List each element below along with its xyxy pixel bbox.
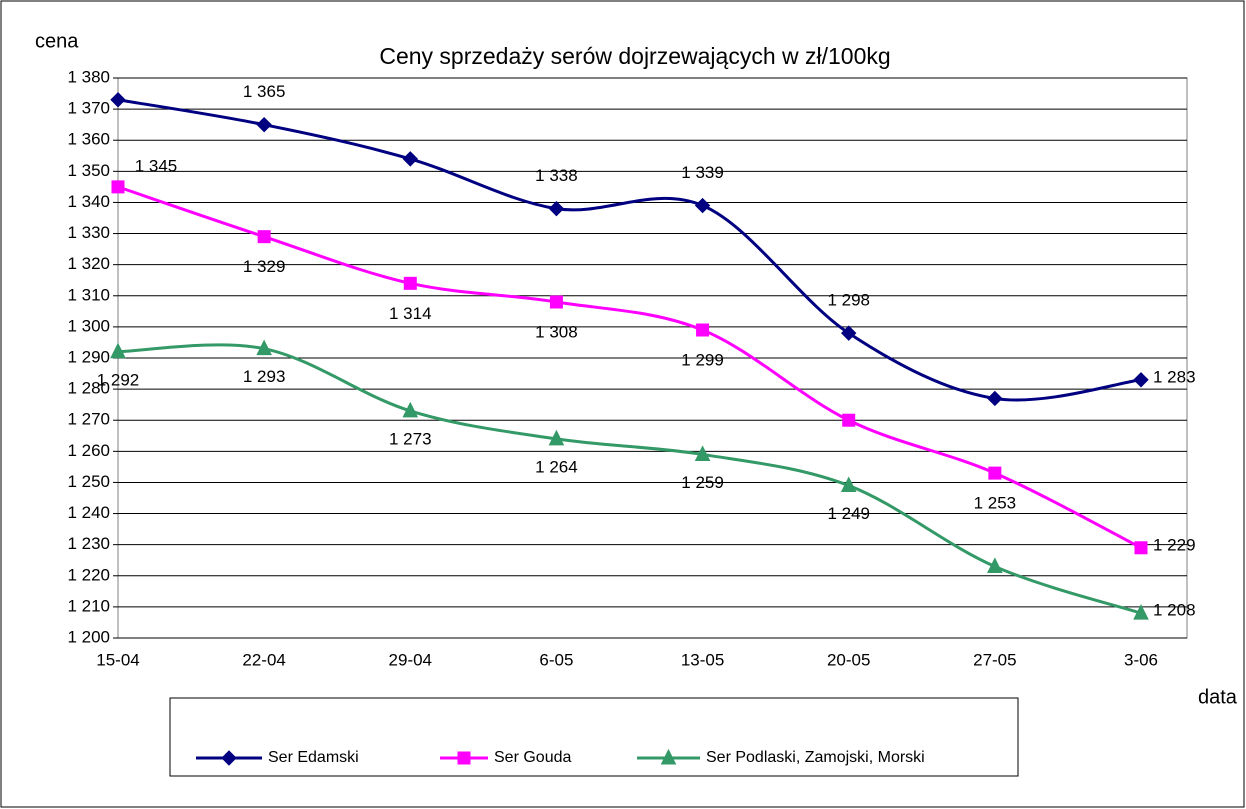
data-point — [257, 230, 271, 244]
data-label: 1 298 — [827, 291, 870, 310]
data-label: 1 249 — [827, 504, 870, 523]
x-tick-label: 13-05 — [681, 650, 724, 669]
x-tick-label: 6-05 — [539, 650, 573, 669]
data-point — [1133, 603, 1149, 620]
x-tick-label: 3-06 — [1124, 650, 1158, 669]
y-tick-label: 1 270 — [67, 410, 110, 429]
data-label: 1 273 — [389, 429, 432, 448]
data-point — [110, 342, 126, 359]
data-point — [1134, 541, 1148, 555]
legend-marker — [457, 751, 471, 765]
data-point — [111, 180, 125, 194]
y-tick-label: 1 360 — [67, 130, 110, 149]
data-label: 1 253 — [974, 494, 1017, 513]
data-label: 1 293 — [243, 367, 286, 386]
data-point — [403, 276, 417, 290]
data-point — [694, 197, 711, 214]
data-label: 1 314 — [389, 304, 432, 323]
legend-label: Ser Edamski — [268, 749, 359, 766]
chart-title: Ceny sprzedaży serów dojrzewających w zł… — [379, 43, 890, 69]
data-label: 1 365 — [243, 82, 286, 101]
y-tick-label: 1 350 — [67, 161, 110, 180]
y-tick-label: 1 340 — [67, 192, 110, 211]
y-tick-label: 1 200 — [67, 627, 110, 646]
data-point — [402, 151, 418, 167]
data-label: 1 259 — [681, 473, 724, 492]
series-line — [117, 343, 1142, 615]
data-label: 1 283 — [1153, 367, 1196, 386]
legend-marker — [660, 748, 677, 765]
data-label: 1 208 — [1153, 601, 1196, 620]
data-point — [841, 325, 857, 341]
x-tick-label: 20-05 — [827, 650, 870, 669]
data-label: 1 229 — [1153, 535, 1196, 554]
y-tick-label: 1 300 — [67, 316, 110, 335]
y-tick-label: 1 240 — [67, 503, 110, 522]
x-axis-label: data — [1198, 686, 1238, 708]
data-label: 1 345 — [135, 156, 178, 175]
x-tick-label: 22-04 — [242, 650, 285, 669]
data-point — [110, 92, 126, 108]
data-point — [548, 200, 565, 217]
legend-label: Ser Gouda — [494, 749, 571, 766]
y-tick-label: 1 260 — [67, 441, 110, 460]
data-label: 1 299 — [681, 350, 724, 369]
data-point — [842, 413, 856, 427]
y-tick-label: 1 290 — [67, 347, 110, 366]
data-label: 1 329 — [243, 257, 286, 276]
data-point — [987, 390, 1003, 407]
data-label: 1 308 — [535, 322, 578, 341]
y-tick-label: 1 280 — [67, 379, 110, 398]
legend-marker — [221, 750, 237, 766]
y-tick-label: 1 220 — [67, 565, 110, 584]
data-point — [840, 476, 857, 493]
y-axis-label: cena — [35, 30, 79, 52]
data-point — [988, 466, 1002, 480]
data-label: 1 264 — [535, 457, 578, 476]
data-point — [548, 429, 565, 446]
data-point — [694, 445, 711, 461]
data-label: 1 339 — [681, 163, 724, 182]
y-tick-label: 1 320 — [67, 254, 110, 273]
y-tick-label: 1 210 — [67, 596, 110, 615]
data-point — [987, 557, 1003, 573]
data-point — [256, 339, 272, 356]
y-tick-label: 1 230 — [67, 534, 110, 553]
y-tick-label: 1 380 — [67, 67, 110, 86]
y-tick-label: 1 250 — [67, 472, 110, 491]
legend-box — [169, 697, 1019, 777]
x-tick-label: 29-04 — [389, 650, 432, 669]
data-point — [402, 401, 419, 418]
data-point — [549, 295, 563, 309]
legend-label: Ser Podlaski, Zamojski, Morski — [706, 749, 925, 766]
y-tick-label: 1 310 — [67, 285, 110, 304]
data-label: 1 338 — [535, 166, 578, 185]
y-tick-label: 1 330 — [67, 223, 110, 242]
data-label: 1 292 — [97, 370, 140, 389]
data-point — [696, 323, 710, 337]
y-tick-label: 1 370 — [67, 99, 110, 118]
series-line — [117, 98, 1142, 402]
series-line — [117, 185, 1142, 550]
x-tick-label: 27-05 — [973, 650, 1016, 669]
data-point — [256, 116, 272, 133]
data-point — [1133, 372, 1149, 388]
x-tick-label: 15-04 — [96, 650, 139, 669]
